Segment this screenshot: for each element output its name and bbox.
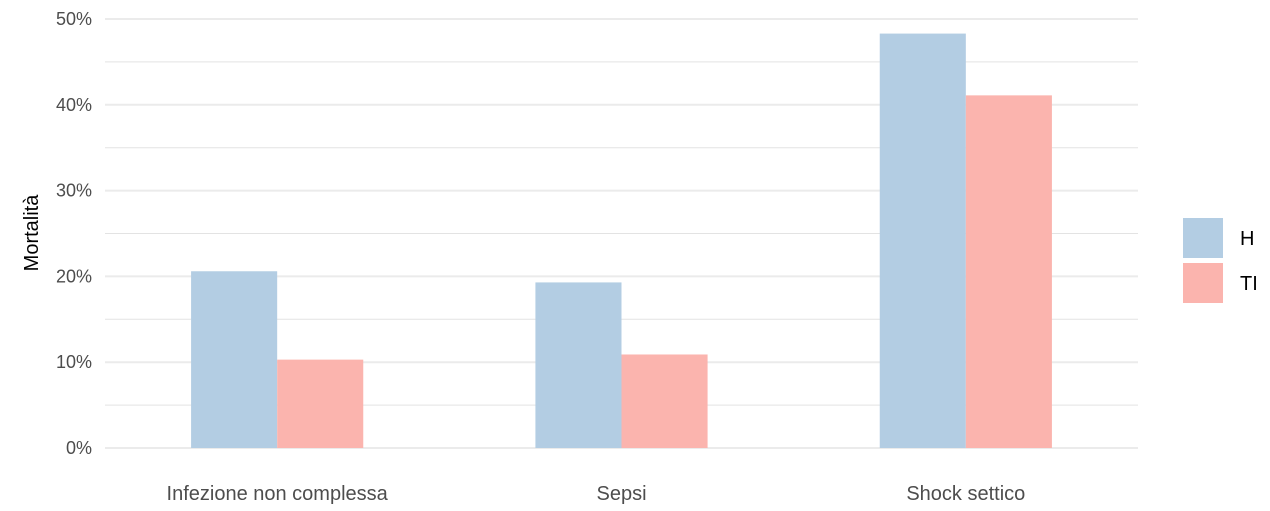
y-tick-label: 10% [56,352,92,372]
x-tick-label: Infezione non complessa [167,483,389,505]
x-tick-label: Shock settico [906,483,1025,505]
x-tick-label: Sepsi [596,483,646,505]
y-tick-label: 30% [56,181,92,201]
x-tick-labels: Infezione non complessa Sepsi Shock settic… [167,483,1026,505]
legend-key-ti [1183,263,1223,303]
legend-label: H [1240,228,1254,250]
bar-ti [277,360,363,448]
y-tick-label: 0% [66,438,92,458]
y-tick-label: 40% [56,95,92,115]
legend-label: TI [1240,273,1258,295]
bar-h [880,34,966,448]
bar-h [535,282,621,448]
legend: H TI [1183,218,1258,303]
bar-ti [966,95,1052,448]
bar-h [191,271,277,448]
legend-key-h [1183,218,1223,258]
y-tick-labels: 0% 10% 20% 30% 40% 50% [56,9,92,458]
bars [191,34,1052,448]
y-tick-label: 50% [56,9,92,29]
y-tick-label: 20% [56,266,92,286]
y-axis-label: Mortalità [21,194,43,272]
bar-ti [622,354,708,448]
